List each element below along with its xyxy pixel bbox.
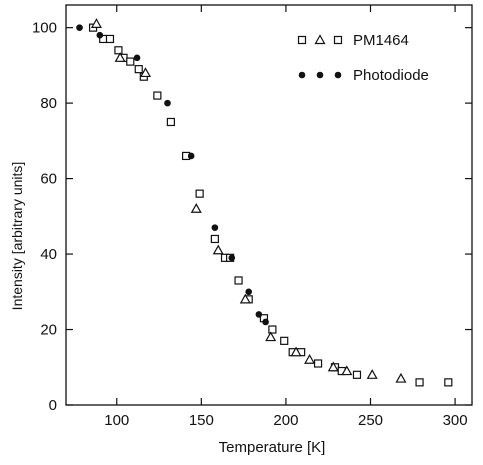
photodiode-point xyxy=(262,318,269,326)
legend-label-photodiode: Photodiode xyxy=(353,67,429,84)
legend-markers-photodiode xyxy=(298,71,342,79)
pm1464-square-point xyxy=(166,117,175,127)
photodiode-point xyxy=(211,224,219,231)
pm1464-triangle-point xyxy=(341,365,353,376)
pm1464-triangle-point xyxy=(290,346,302,357)
pm1464-triangle-point xyxy=(366,369,378,379)
pm1464-square-point xyxy=(126,57,135,66)
pm1464-square-point xyxy=(153,91,162,100)
photodiode-point xyxy=(255,311,263,318)
x-tick-label: 300 xyxy=(443,412,468,429)
pm1464-square-point xyxy=(352,370,362,379)
y-tick-label: 0 xyxy=(49,397,57,414)
pm1464-square-point xyxy=(134,65,143,74)
pm1464-square-point xyxy=(105,34,115,44)
legend-square-marker xyxy=(333,35,343,45)
legend-markers-pm1464 xyxy=(297,34,343,45)
y-tick-label: 20 xyxy=(40,322,57,339)
pm1464-triangle-point xyxy=(90,18,102,28)
legend-dot-marker xyxy=(298,71,306,79)
x-tick-label: 150 xyxy=(189,412,214,429)
legend-square-marker xyxy=(297,35,307,45)
photodiode-point xyxy=(228,254,236,262)
x-tick-label: 100 xyxy=(104,412,129,429)
legend-label-pm1464: PM1464 xyxy=(353,32,409,49)
x-axis-label: Temperature [K] xyxy=(219,439,326,456)
pm1464-square-point xyxy=(444,378,453,387)
pm1464-triangle-point xyxy=(327,361,339,372)
legend-triangle-marker xyxy=(314,34,326,45)
pm1464-square-point xyxy=(114,46,123,55)
pm1464-triangle-point xyxy=(239,293,251,304)
x-tick-label: 200 xyxy=(273,412,298,429)
photodiode-point xyxy=(96,31,104,39)
photodiode-point xyxy=(164,99,171,107)
pm1464-triangle-point xyxy=(139,67,152,78)
legend-dot-marker xyxy=(334,71,342,79)
ticks: 100 150 200 250 300 0 20 40 60 80 100 xyxy=(32,5,472,429)
pm1464-square-point xyxy=(234,276,243,285)
y-axis-label: Intensity [arbitrary units] xyxy=(9,162,25,311)
pm1464-square-point xyxy=(268,325,277,334)
y-tick-label: 80 xyxy=(40,95,57,112)
pm1464-square-point xyxy=(313,359,323,368)
pm1464-triangle-point xyxy=(265,331,277,342)
x-tick-label: 250 xyxy=(358,412,383,429)
pm1464-square-point xyxy=(195,189,204,198)
pm1464-square-point xyxy=(210,234,219,244)
pm1464-triangle-point xyxy=(114,52,126,62)
pm1464-triangle-point xyxy=(190,203,202,213)
y-tick-label: 40 xyxy=(40,246,57,263)
pm1464-triangle-point xyxy=(395,372,407,383)
plot-frame xyxy=(65,4,473,406)
pm1464-square-point xyxy=(415,378,424,387)
pm1464-triangle-point xyxy=(304,353,316,364)
pm1464-square-point xyxy=(280,336,289,345)
photodiode-point xyxy=(76,24,83,31)
photodiode-point xyxy=(133,54,141,62)
photodiode-point xyxy=(187,152,195,160)
legend-dot-marker xyxy=(316,71,324,79)
y-tick-label: 60 xyxy=(40,171,57,188)
legend: PM1464 Photodiode xyxy=(297,32,429,84)
axes xyxy=(65,4,473,406)
pm1464-triangle-point xyxy=(212,244,224,255)
photodiode-point xyxy=(245,288,252,296)
data-marks xyxy=(76,18,453,387)
y-tick-label: 100 xyxy=(32,20,57,37)
